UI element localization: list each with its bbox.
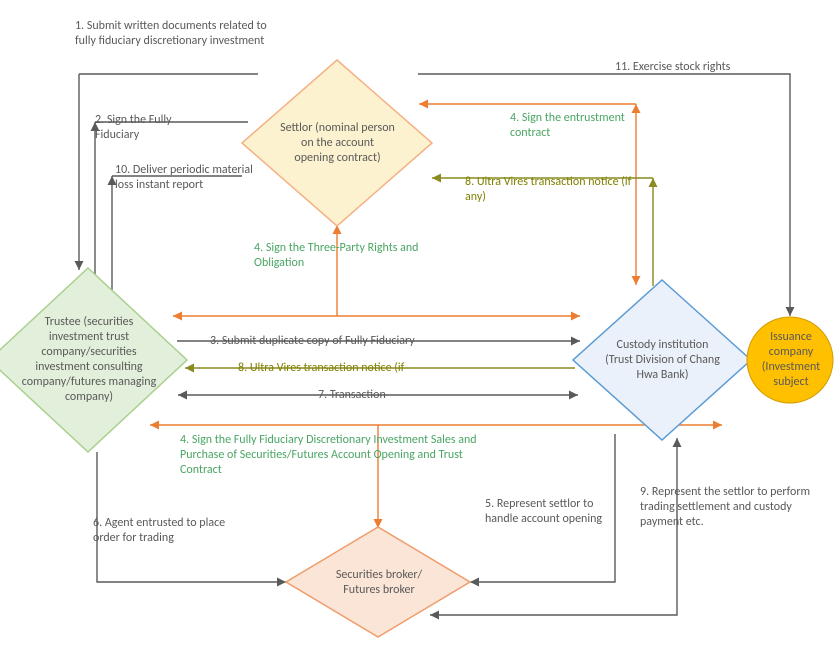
edge-label-e7: 7. Transaction xyxy=(318,388,418,406)
edge-label-e5: 5. Represent settlor to handle account o… xyxy=(485,497,615,547)
edge-label-e9: 9. Represent the settlor to perform trad… xyxy=(640,485,820,535)
node-label-custody: Custody institution (Trust Division of C… xyxy=(605,320,720,400)
node-label-trustee: Trustee (securities investment trust com… xyxy=(20,300,158,420)
edge-label-e10: 10. Deliver periodic material loss insta… xyxy=(115,163,260,213)
edge-label-e8b: 8. Ultra Vires transaction notice (if xyxy=(238,361,458,379)
node-label-broker: Securities broker/ Futures broker xyxy=(325,563,433,603)
edge-label-e2: 2. Sign the Fully Fiduciary xyxy=(95,113,215,148)
diagram-canvas: 1. Submit written documents related to f… xyxy=(0,0,840,656)
node-label-issuer: Issuance company (Investment subject xyxy=(752,327,830,393)
edge-label-e3: 3. Submit duplicate copy of Fully Fiduci… xyxy=(210,334,470,352)
node-label-settlor: Settlor (nominal person on the account o… xyxy=(280,103,395,183)
edge-label-e4a: 4. Sign the entrustment contract xyxy=(510,111,635,146)
edge-label-e8a: 8. Ultra Vires transaction notice (if an… xyxy=(465,175,640,210)
edge-label-e6: 6. Agent entrusted to place order for tr… xyxy=(93,516,233,551)
edge-label-e4b: 4. Sign the Three-Party Rights and Oblig… xyxy=(254,241,424,276)
edge-label-e1: 1. Submit written documents related to f… xyxy=(75,19,270,69)
edge-label-e4c: 4. Sign the Fully Fiduciary Discretionar… xyxy=(180,433,490,483)
edge-label-e11: 11. Exercise stock rights xyxy=(615,60,775,80)
